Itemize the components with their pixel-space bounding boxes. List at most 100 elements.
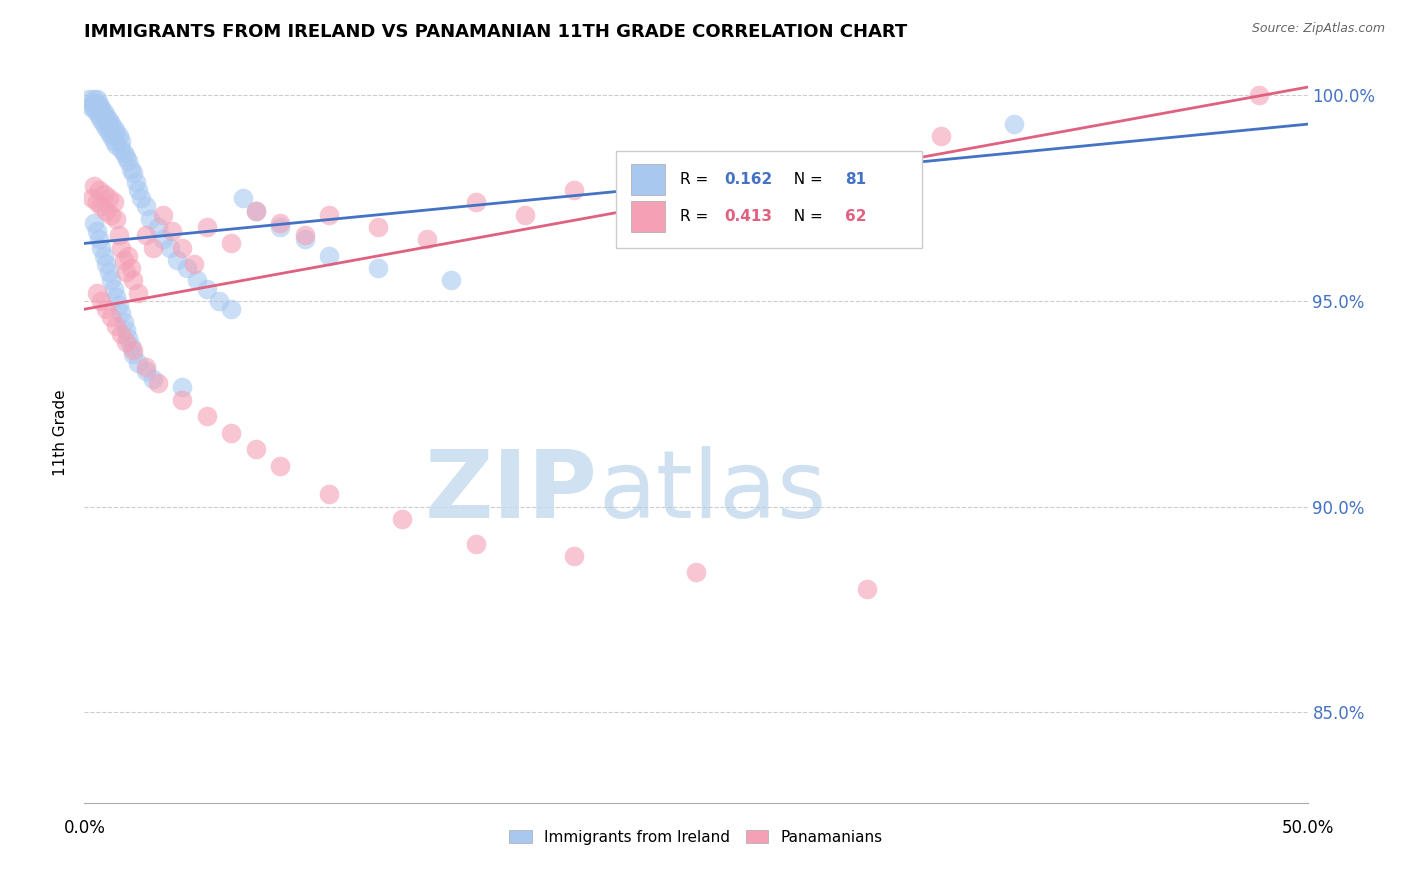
- Point: [245, 203, 267, 218]
- Point: [86, 285, 108, 300]
- Text: 0.162: 0.162: [724, 172, 772, 187]
- Point: [110, 326, 132, 341]
- Point: [100, 273, 122, 287]
- Text: 62: 62: [845, 209, 866, 224]
- Point: [97, 265, 120, 279]
- Point: [183, 257, 205, 271]
- Point: [105, 290, 128, 304]
- Point: [269, 458, 291, 473]
- Point: [103, 282, 125, 296]
- Text: atlas: atlas: [598, 446, 827, 538]
- Point: [96, 302, 118, 317]
- Point: [208, 293, 231, 308]
- Point: [86, 104, 108, 119]
- Point: [87, 109, 110, 123]
- Point: [391, 512, 413, 526]
- Point: [107, 129, 129, 144]
- Point: [110, 240, 132, 254]
- Point: [110, 306, 132, 320]
- Point: [135, 359, 157, 374]
- Point: [83, 178, 105, 193]
- Point: [93, 117, 115, 131]
- Point: [87, 101, 110, 115]
- Point: [87, 183, 110, 197]
- Point: [90, 199, 112, 213]
- Point: [135, 199, 157, 213]
- Point: [367, 261, 389, 276]
- Point: [90, 113, 112, 128]
- Point: [93, 249, 115, 263]
- Point: [464, 536, 486, 550]
- Point: [97, 125, 120, 139]
- Point: [122, 166, 145, 180]
- Point: [90, 101, 112, 115]
- Point: [97, 117, 120, 131]
- Point: [142, 240, 165, 254]
- Point: [152, 208, 174, 222]
- Point: [122, 273, 145, 287]
- Point: [120, 261, 142, 276]
- Point: [709, 170, 731, 185]
- Point: [464, 195, 486, 210]
- Point: [685, 566, 707, 580]
- FancyBboxPatch shape: [616, 152, 922, 247]
- Point: [86, 195, 108, 210]
- Point: [100, 117, 122, 131]
- Point: [80, 191, 103, 205]
- Point: [117, 249, 139, 263]
- Point: [93, 187, 115, 202]
- Point: [318, 249, 340, 263]
- Text: R =: R =: [681, 209, 713, 224]
- Point: [105, 211, 128, 226]
- Point: [562, 183, 585, 197]
- Text: R =: R =: [681, 172, 713, 187]
- Text: IMMIGRANTS FROM IRELAND VS PANAMANIAN 11TH GRADE CORRELATION CHART: IMMIGRANTS FROM IRELAND VS PANAMANIAN 11…: [84, 23, 908, 41]
- Point: [83, 96, 105, 111]
- Point: [562, 549, 585, 563]
- Point: [97, 113, 120, 128]
- Point: [172, 240, 194, 254]
- Point: [77, 92, 100, 106]
- Point: [245, 442, 267, 456]
- Point: [93, 104, 115, 119]
- Point: [195, 219, 218, 234]
- Point: [146, 219, 169, 234]
- Point: [90, 240, 112, 254]
- Point: [87, 96, 110, 111]
- Point: [83, 216, 105, 230]
- Point: [166, 252, 188, 267]
- Text: ZIP: ZIP: [425, 446, 598, 538]
- Point: [90, 293, 112, 308]
- Point: [152, 232, 174, 246]
- Point: [139, 211, 162, 226]
- Point: [112, 145, 135, 160]
- Point: [105, 318, 128, 333]
- Point: [162, 224, 184, 238]
- Point: [513, 208, 536, 222]
- Point: [127, 183, 149, 197]
- Point: [122, 343, 145, 358]
- Point: [107, 228, 129, 243]
- Point: [440, 273, 463, 287]
- Point: [86, 92, 108, 106]
- Point: [80, 101, 103, 115]
- Point: [97, 191, 120, 205]
- Point: [127, 356, 149, 370]
- Point: [318, 208, 340, 222]
- Point: [115, 150, 138, 164]
- Point: [120, 162, 142, 177]
- Point: [112, 314, 135, 328]
- Point: [80, 96, 103, 111]
- Point: [1247, 88, 1270, 103]
- Text: Source: ZipAtlas.com: Source: ZipAtlas.com: [1251, 22, 1385, 36]
- Point: [110, 134, 132, 148]
- Point: [129, 191, 152, 205]
- Point: [90, 104, 112, 119]
- Point: [219, 302, 242, 317]
- Point: [96, 203, 118, 218]
- Point: [135, 228, 157, 243]
- Point: [318, 487, 340, 501]
- Point: [117, 154, 139, 169]
- Point: [115, 335, 138, 350]
- Point: [195, 409, 218, 424]
